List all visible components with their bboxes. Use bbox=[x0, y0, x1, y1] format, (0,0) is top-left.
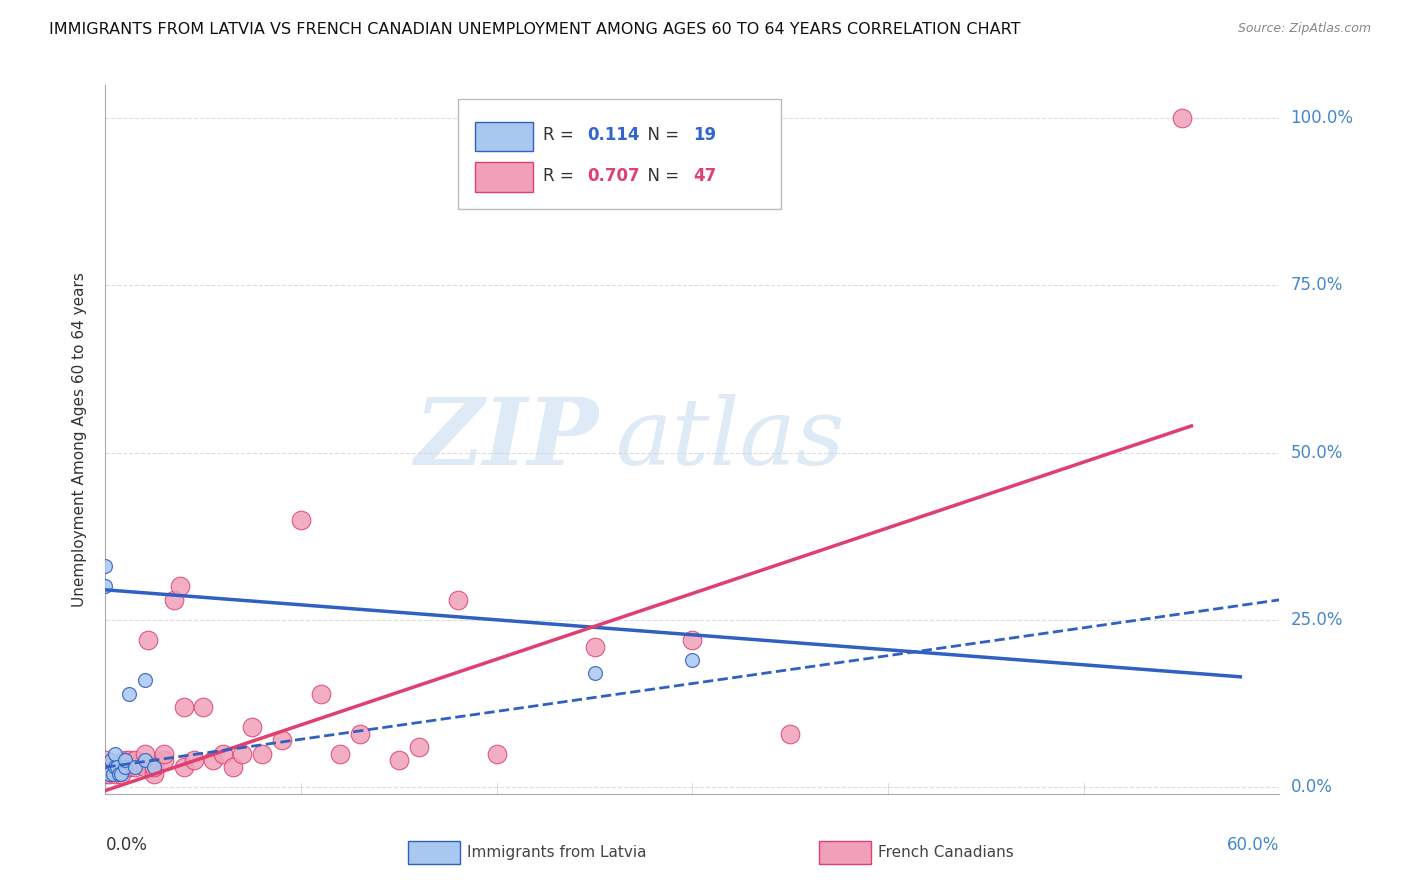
Point bbox=[153, 753, 176, 767]
FancyBboxPatch shape bbox=[475, 162, 533, 192]
FancyBboxPatch shape bbox=[475, 121, 533, 152]
Point bbox=[183, 753, 205, 767]
Text: 0.0%: 0.0% bbox=[1291, 778, 1333, 797]
Point bbox=[169, 580, 191, 594]
Text: Immigrants from Latvia: Immigrants from Latvia bbox=[467, 846, 647, 860]
Point bbox=[134, 753, 156, 767]
FancyBboxPatch shape bbox=[820, 841, 870, 864]
Point bbox=[114, 753, 136, 767]
Point bbox=[124, 753, 146, 767]
Point bbox=[134, 760, 156, 774]
Y-axis label: Unemployment Among Ages 60 to 64 years: Unemployment Among Ages 60 to 64 years bbox=[72, 272, 87, 607]
Point bbox=[163, 592, 186, 607]
Point bbox=[118, 687, 141, 701]
Point bbox=[173, 699, 195, 714]
Point bbox=[290, 512, 312, 526]
Point bbox=[94, 559, 117, 574]
Point bbox=[143, 767, 166, 781]
Text: N =: N = bbox=[637, 126, 685, 145]
Point bbox=[583, 640, 606, 654]
Point bbox=[110, 767, 132, 781]
Point bbox=[105, 760, 128, 774]
Point bbox=[447, 592, 470, 607]
Text: ZIP: ZIP bbox=[415, 394, 599, 484]
Point bbox=[100, 753, 122, 767]
Point bbox=[1170, 112, 1192, 126]
Text: R =: R = bbox=[543, 167, 579, 185]
Text: 25.0%: 25.0% bbox=[1291, 611, 1343, 629]
Text: 75.0%: 75.0% bbox=[1291, 277, 1343, 294]
Point bbox=[94, 753, 117, 767]
Point bbox=[349, 726, 371, 740]
Point bbox=[114, 760, 136, 774]
Point bbox=[114, 753, 136, 767]
Text: N =: N = bbox=[637, 167, 685, 185]
Text: 47: 47 bbox=[693, 167, 717, 185]
Point bbox=[124, 760, 146, 774]
Text: French Canadians: French Canadians bbox=[877, 846, 1014, 860]
Point bbox=[408, 740, 430, 755]
Point bbox=[104, 747, 127, 761]
Point bbox=[329, 747, 352, 761]
Point bbox=[485, 747, 508, 761]
Point bbox=[211, 747, 233, 761]
Text: 60.0%: 60.0% bbox=[1227, 837, 1279, 855]
Point bbox=[138, 633, 160, 648]
Point bbox=[682, 633, 704, 648]
Point bbox=[94, 767, 117, 781]
Point bbox=[104, 760, 127, 774]
Point bbox=[118, 760, 141, 774]
Point bbox=[270, 733, 292, 747]
Text: Source: ZipAtlas.com: Source: ZipAtlas.com bbox=[1237, 22, 1371, 36]
Point bbox=[202, 753, 225, 767]
Text: 0.707: 0.707 bbox=[586, 167, 640, 185]
Text: 19: 19 bbox=[693, 126, 717, 145]
Point bbox=[221, 760, 243, 774]
Text: 100.0%: 100.0% bbox=[1291, 109, 1354, 128]
Text: atlas: atlas bbox=[616, 394, 845, 484]
Point bbox=[124, 760, 146, 774]
Point bbox=[388, 753, 411, 767]
Point bbox=[231, 747, 253, 761]
Point bbox=[143, 760, 166, 774]
Point bbox=[100, 760, 122, 774]
Point bbox=[134, 747, 156, 761]
Point bbox=[114, 760, 136, 774]
Text: 0.114: 0.114 bbox=[586, 126, 640, 145]
Point bbox=[143, 760, 166, 774]
Point bbox=[94, 760, 117, 774]
Point bbox=[583, 666, 606, 681]
Text: R =: R = bbox=[543, 126, 579, 145]
Point bbox=[104, 767, 127, 781]
FancyBboxPatch shape bbox=[408, 841, 460, 864]
Point bbox=[134, 673, 156, 688]
Point bbox=[108, 767, 131, 781]
Point bbox=[118, 753, 141, 767]
Point bbox=[94, 580, 117, 594]
Point bbox=[104, 760, 127, 774]
Point bbox=[173, 760, 195, 774]
Point bbox=[153, 747, 176, 761]
Point bbox=[103, 767, 125, 781]
Point bbox=[779, 726, 801, 740]
Point bbox=[98, 767, 121, 781]
Text: 50.0%: 50.0% bbox=[1291, 443, 1343, 462]
Point bbox=[98, 767, 121, 781]
Point bbox=[682, 653, 704, 667]
Point bbox=[110, 767, 132, 781]
Text: IMMIGRANTS FROM LATVIA VS FRENCH CANADIAN UNEMPLOYMENT AMONG AGES 60 TO 64 YEARS: IMMIGRANTS FROM LATVIA VS FRENCH CANADIA… bbox=[49, 22, 1021, 37]
Point bbox=[193, 699, 215, 714]
Point bbox=[240, 720, 263, 734]
Point bbox=[309, 687, 332, 701]
FancyBboxPatch shape bbox=[458, 99, 780, 209]
Point bbox=[108, 760, 131, 774]
Text: 0.0%: 0.0% bbox=[105, 837, 148, 855]
Point bbox=[250, 747, 273, 761]
